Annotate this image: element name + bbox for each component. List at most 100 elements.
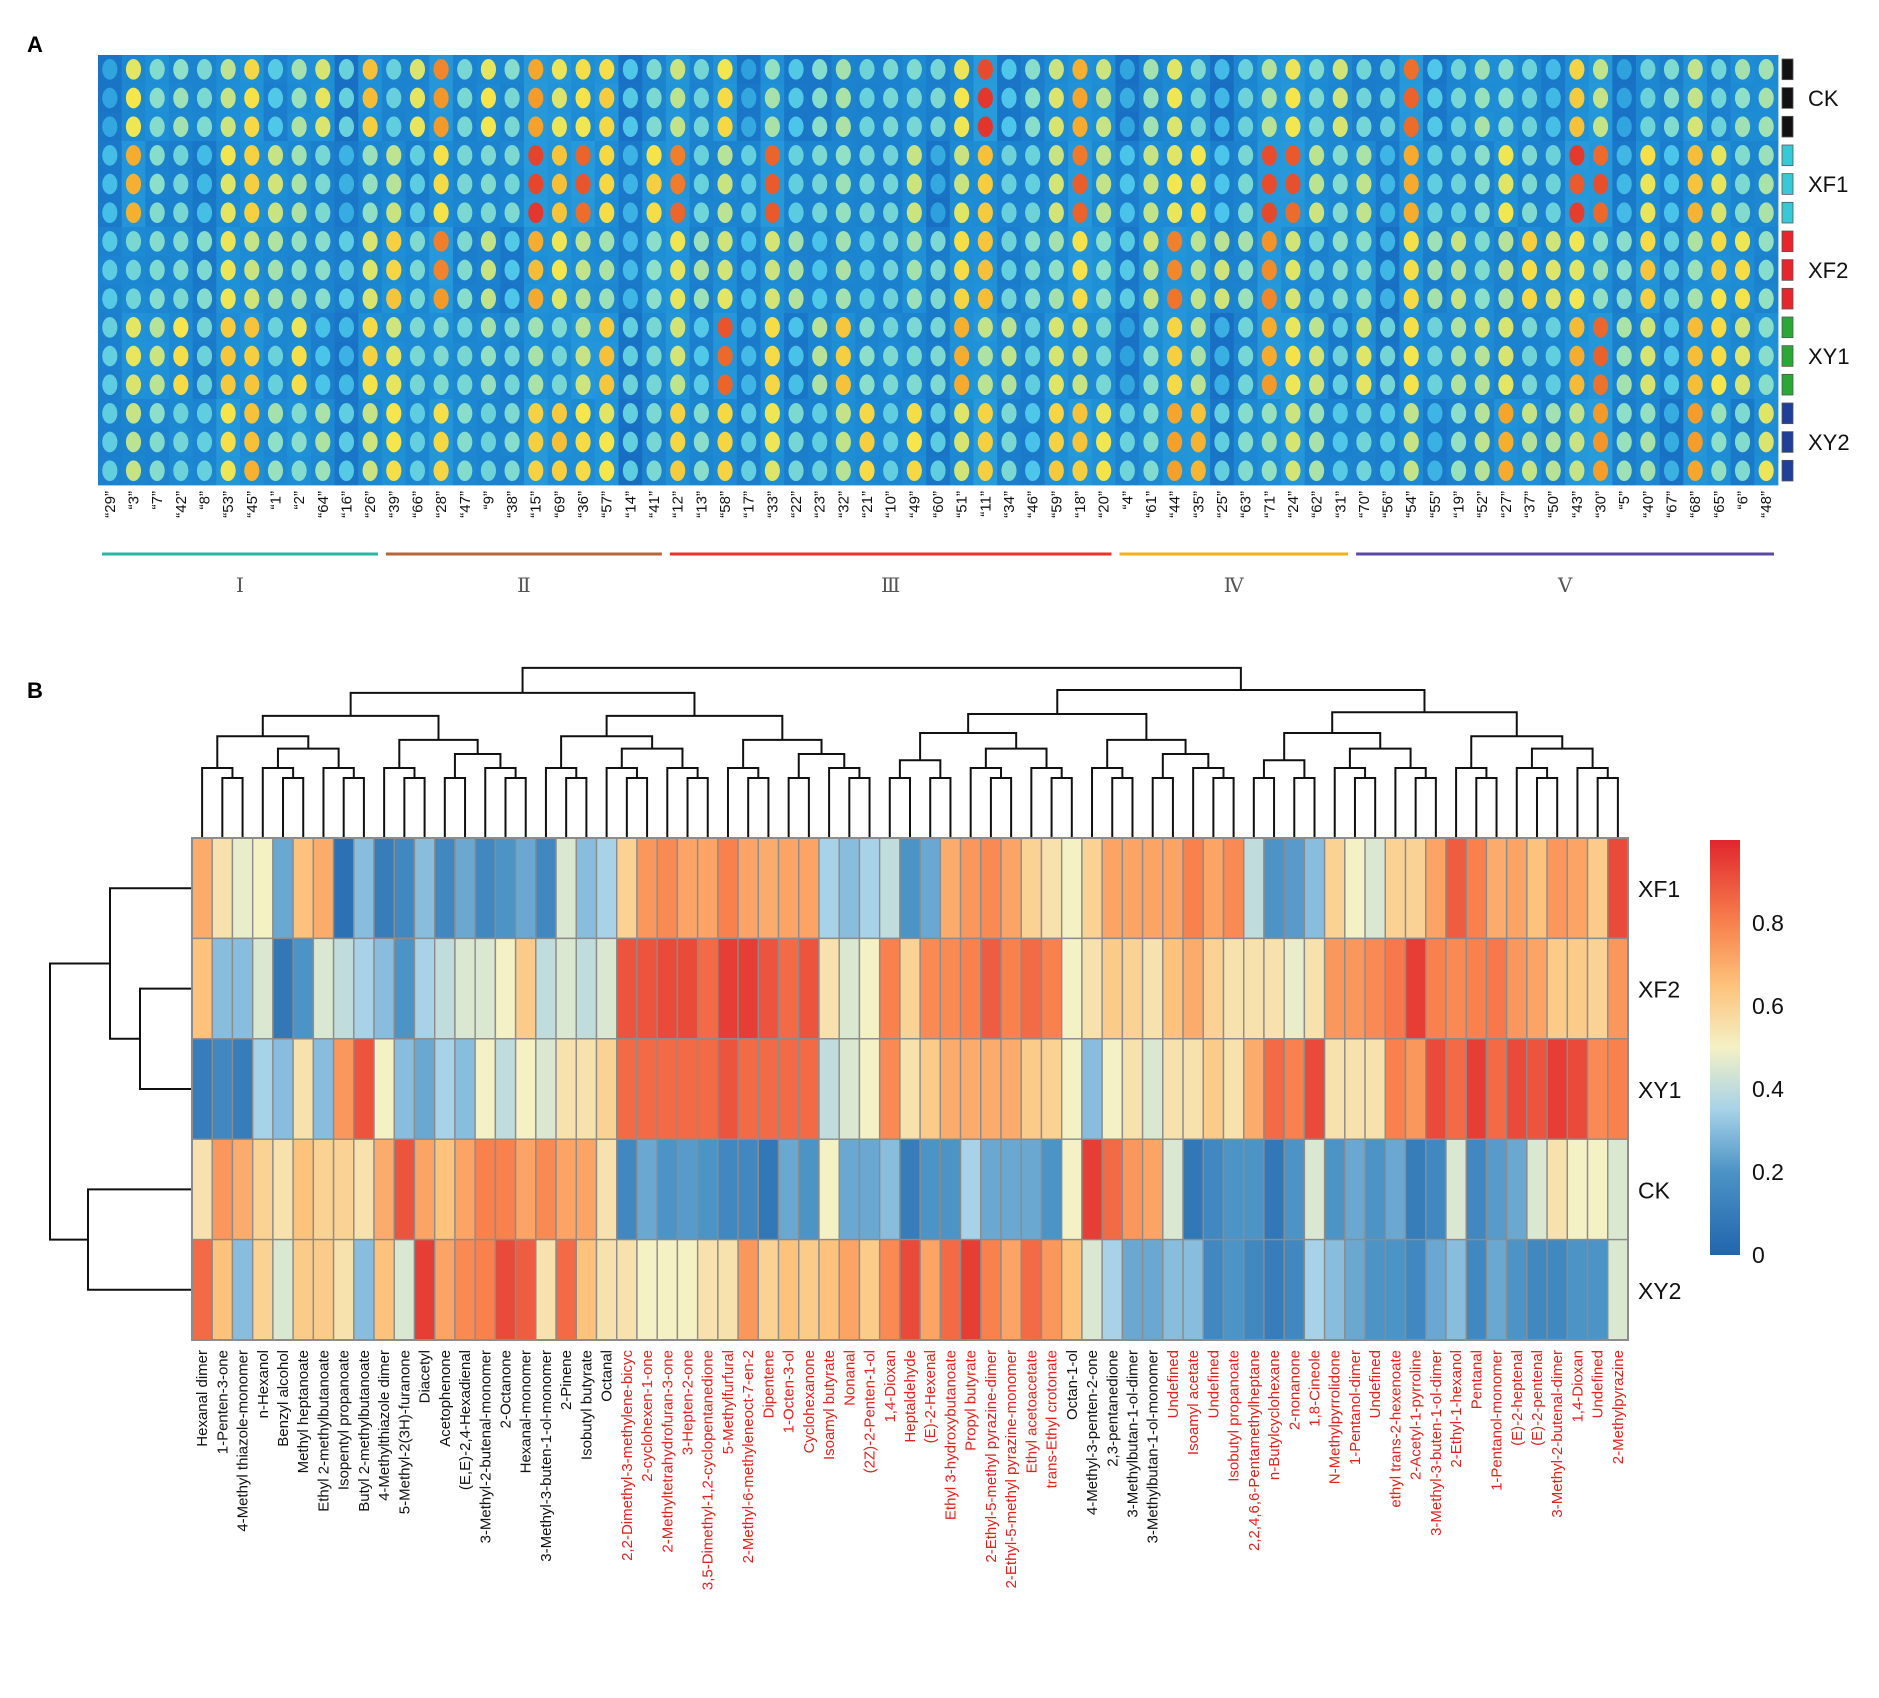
fingerprint-column-label: “53” xyxy=(220,491,237,518)
heatmap-cell xyxy=(555,1038,577,1140)
fingerprint-spot xyxy=(1285,145,1301,166)
fingerprint-spot xyxy=(1190,59,1206,80)
fingerprint-spot xyxy=(1048,116,1064,137)
fingerprint-spot xyxy=(1356,345,1372,367)
heatmap-cell xyxy=(1000,1138,1022,1241)
fingerprint-spot xyxy=(409,288,426,309)
fingerprint-spot xyxy=(1285,374,1301,395)
heatmap-column-label: 2-Methyl-6-methyleneoct-7-en-2 xyxy=(740,1350,757,1563)
fingerprint-spot xyxy=(1356,431,1372,453)
heatmap-cell xyxy=(878,1238,901,1341)
fingerprint-spot xyxy=(954,231,970,252)
fingerprint-spot xyxy=(173,288,189,309)
heatmap-cell xyxy=(1081,1238,1103,1341)
dendrogram-link xyxy=(742,738,823,768)
fingerprint-spot xyxy=(1663,145,1680,166)
fingerprint-spot xyxy=(859,202,875,223)
fingerprint-spot xyxy=(173,145,189,166)
heatmap-column-label: 1,8-Cineole xyxy=(1307,1350,1324,1427)
fingerprint-spot xyxy=(338,202,355,223)
heatmap-cell xyxy=(1121,1138,1144,1241)
fingerprint-spot xyxy=(1616,231,1632,252)
fingerprint-spot xyxy=(125,87,142,109)
fingerprint-spot xyxy=(1143,173,1159,195)
fingerprint-spot xyxy=(551,403,567,424)
fingerprint-spot xyxy=(504,288,520,309)
fingerprint-spot xyxy=(102,288,118,309)
fingerprint-spot xyxy=(741,116,757,137)
heatmap-column-label: Dipentene xyxy=(760,1350,777,1418)
heatmap-cell xyxy=(575,1038,598,1140)
fingerprint-spot xyxy=(244,460,260,481)
dendrogram-link xyxy=(1353,776,1377,838)
fingerprint-spot xyxy=(599,145,615,166)
heatmap-cell xyxy=(1222,937,1245,1040)
fingerprint-spot xyxy=(362,374,378,395)
fingerprint-spot xyxy=(244,116,260,137)
fingerprint-spot xyxy=(1592,460,1609,481)
fingerprint-spot xyxy=(1285,173,1301,195)
fingerprint-spot xyxy=(291,173,307,195)
fingerprint-spot xyxy=(291,431,307,453)
fingerprint-spot xyxy=(1569,145,1585,166)
fingerprint-spot xyxy=(386,374,402,395)
fingerprint-spot xyxy=(1403,374,1419,395)
fingerprint-spot xyxy=(599,288,615,309)
fingerprint-spot xyxy=(646,259,662,281)
fingerprint-spot xyxy=(244,202,260,223)
fingerprint-spot xyxy=(1569,345,1585,367)
heatmap-cell xyxy=(1425,1138,1447,1241)
fingerprint-spot xyxy=(315,460,331,481)
fingerprint-spot xyxy=(102,116,118,137)
fingerprint-spot xyxy=(362,259,378,281)
fingerprint-spot xyxy=(1569,59,1585,80)
fingerprint-spot xyxy=(1640,374,1656,395)
heatmap-cell xyxy=(373,1038,395,1140)
fingerprint-column-label: “17” xyxy=(741,491,758,518)
heatmap-cell xyxy=(535,1138,557,1241)
fingerprint-spot xyxy=(1592,431,1609,453)
heatmap-column-label: 3,5-Dimethyl-1,2-cyclopentanedione xyxy=(700,1350,717,1590)
fingerprint-column-label: “15” xyxy=(528,491,545,518)
heatmap-cell xyxy=(1485,837,1508,940)
fingerprint-spot xyxy=(575,431,591,453)
fingerprint-spot xyxy=(906,231,922,252)
heatmap-cell xyxy=(191,937,213,1040)
fingerprint-spot xyxy=(457,288,473,309)
fingerprint-spot xyxy=(149,116,165,137)
heatmap-cell xyxy=(292,1038,315,1140)
fingerprint-spot xyxy=(267,145,284,166)
fingerprint-spot xyxy=(1450,259,1467,281)
heatmap-cell xyxy=(939,837,962,940)
fingerprint-spot xyxy=(291,259,307,281)
fingerprint-spot xyxy=(196,173,213,195)
fingerprint-spot xyxy=(1640,460,1656,481)
heatmap-column-label: 4-Methylthiazole dimer xyxy=(376,1350,393,1501)
fingerprint-spot xyxy=(551,202,567,223)
heatmap-cell xyxy=(1000,837,1022,940)
heatmap-cell xyxy=(676,937,699,1040)
fingerprint-spot xyxy=(575,116,591,137)
heatmap-row-label: XY1 xyxy=(1638,1077,1681,1103)
fingerprint-spot xyxy=(480,202,496,223)
fingerprint-spot xyxy=(1403,403,1419,424)
fingerprint-spot xyxy=(693,116,709,137)
heatmap-cell xyxy=(636,1038,658,1140)
heatmap-column-label: 1-Pentanol-monomer xyxy=(1489,1350,1506,1491)
fingerprint-spot xyxy=(504,87,520,109)
fingerprint-spot xyxy=(1521,374,1538,395)
fingerprint-column-label: “64” xyxy=(315,491,332,518)
fingerprint-spot xyxy=(196,345,213,367)
fingerprint-spot xyxy=(1025,202,1041,223)
fingerprint-spot xyxy=(315,345,331,367)
fingerprint-spot xyxy=(1663,259,1680,281)
heatmap-cell xyxy=(878,837,901,940)
dendrogram-link xyxy=(403,776,426,838)
fingerprint-spot xyxy=(741,231,757,252)
heatmap-cell xyxy=(1485,1138,1508,1241)
heatmap-cell xyxy=(1000,937,1022,1040)
heatmap-cell xyxy=(454,1238,476,1341)
fingerprint-spot xyxy=(1356,145,1372,166)
fingerprint-spot xyxy=(622,259,638,281)
fingerprint-spot xyxy=(1498,145,1514,166)
